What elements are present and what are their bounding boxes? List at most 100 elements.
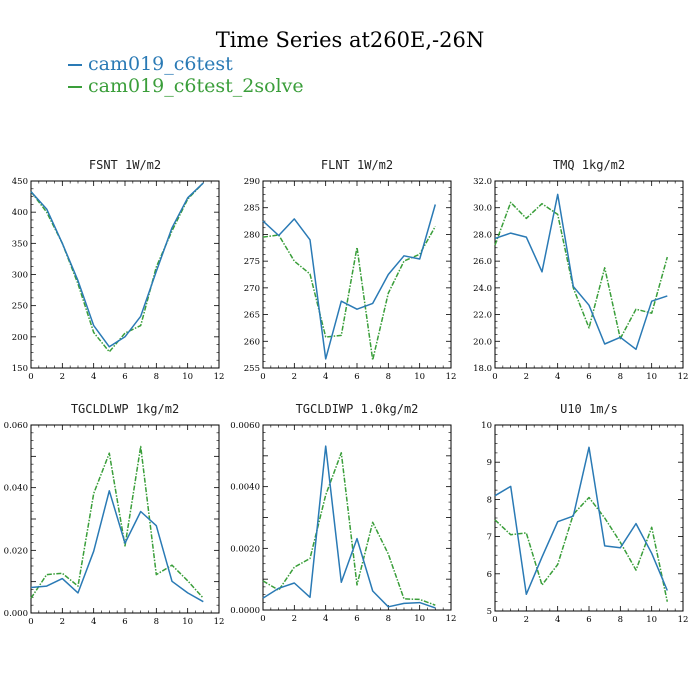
x-tick-label: 4 — [555, 372, 560, 382]
y-tick-label: 18.0 — [473, 364, 492, 374]
panel-0: FSNT 1W/m2 0 2 4 6 8 10 12 150 200 250 300 350 400 450 — [12, 158, 225, 382]
legend-swatch-1 — [68, 86, 82, 88]
y-tick-label: 30.0 — [473, 204, 492, 214]
y-tick-label: 285 — [244, 204, 260, 214]
y-tick-label: 22.0 — [473, 311, 492, 321]
y-tick-label: 260 — [244, 337, 260, 347]
x-tick-label: 6 — [122, 372, 127, 382]
legend-label-0: cam019_c6test — [88, 53, 233, 75]
x-tick-label: 8 — [618, 372, 623, 382]
legend-swatch-0 — [68, 64, 82, 66]
x-tick-label: 0 — [260, 372, 265, 382]
y-tick-label: 6 — [487, 570, 492, 580]
x-tick-label: 0 — [492, 372, 497, 382]
x-tick-label: 8 — [386, 614, 391, 624]
x-tick-label: 4 — [323, 372, 328, 382]
panel-5: U10 1m/s 0 2 4 6 8 10 12 5 6 7 8 9 10 — [481, 402, 688, 625]
y-tick-label: 0.0000 — [230, 606, 260, 616]
panel-title-5: U10 1m/s — [560, 402, 618, 416]
page-title: Time Series at260E,-26N — [215, 28, 485, 52]
y-tick-label: 26.0 — [473, 257, 492, 267]
x-tick-label: 10 — [182, 372, 193, 382]
panel-title-3: TGCLDLWP 1kg/m2 — [71, 402, 179, 416]
y-tick-label: 0.060 — [4, 421, 28, 431]
x-tick-label: 6 — [122, 617, 127, 627]
y-tick-label: 0.0040 — [230, 483, 260, 493]
y-tick-label: 7 — [487, 533, 492, 543]
series-line-cam019-c6test — [262, 204, 437, 360]
legend-item-0: cam019_c6test — [68, 53, 304, 75]
y-tick-label: 0.000 — [4, 609, 28, 619]
x-tick-label: 8 — [154, 617, 159, 627]
x-tick-label: 12 — [214, 372, 225, 382]
x-tick-label: 2 — [524, 372, 529, 382]
x-tick-label: 6 — [354, 372, 359, 382]
y-tick-label: 265 — [244, 311, 260, 321]
y-tick-label: 24.0 — [473, 284, 492, 294]
x-tick-label: 4 — [91, 617, 96, 627]
y-tick-label: 28.0 — [473, 230, 492, 240]
y-tick-label: 275 — [244, 257, 260, 267]
y-tick-label: 350 — [12, 239, 28, 249]
legend: cam019_c6test cam019_c6test_2solve — [68, 53, 304, 97]
x-tick-label: 10 — [414, 372, 425, 382]
y-tick-label: 150 — [12, 364, 28, 374]
plot-frame-1 — [262, 180, 452, 369]
x-tick-label: 6 — [586, 372, 591, 382]
x-tick-label: 2 — [292, 614, 297, 624]
panel-4: TGCLDIWP 1.0kg/m2 0 2 4 6 8 10 12 0.0000 0.0020 0.… — [230, 402, 456, 624]
y-tick-label: 32.0 — [473, 177, 492, 187]
x-tick-label: 4 — [91, 372, 96, 382]
x-tick-label: 12 — [446, 614, 457, 624]
series-line-cam019-c6test — [494, 193, 668, 351]
x-tick-label: 6 — [354, 614, 359, 624]
panel-title-2: TMQ 1kg/m2 — [553, 158, 625, 172]
x-tick-label: 8 — [154, 372, 159, 382]
x-tick-label: 0 — [28, 372, 33, 382]
plot-frame-2 — [494, 180, 684, 369]
x-tick-label: 12 — [214, 617, 225, 627]
plot-frame-5 — [494, 424, 684, 612]
x-tick-label: 8 — [386, 372, 391, 382]
y-tick-label: 9 — [487, 458, 492, 468]
plot-frame-0 — [30, 180, 220, 369]
panel-1: FLNT 1W/m2 0 2 4 6 8 10 12 255 260 265 270 275 280 285… — [244, 158, 457, 382]
x-tick-label: 2 — [60, 372, 65, 382]
x-tick-label: 2 — [292, 372, 297, 382]
y-tick-label: 8 — [487, 495, 492, 505]
y-tick-label: 450 — [12, 177, 28, 187]
series-line-cam019-c6test — [30, 182, 204, 348]
series-line-cam019-c6test — [30, 490, 204, 603]
series-line-cam019-c6test-2solve — [494, 496, 669, 602]
x-tick-label: 2 — [60, 617, 65, 627]
x-tick-label: 10 — [414, 614, 425, 624]
y-tick-label: 290 — [244, 177, 260, 187]
panel-title-4: TGCLDIWP 1.0kg/m2 — [296, 402, 419, 416]
x-tick-label: 12 — [678, 615, 689, 625]
y-tick-label: 270 — [244, 284, 260, 294]
x-tick-label: 0 — [28, 617, 33, 627]
panel-title-0: FSNT 1W/m2 — [89, 158, 161, 172]
x-tick-label: 2 — [524, 615, 529, 625]
panel-2: TMQ 1kg/m2 0 2 4 6 8 10 12 18.0 20.0 22.0 24.0 26.0 2… — [473, 158, 688, 382]
series-line-cam019-c6test-2solve — [262, 452, 436, 606]
y-tick-label: 0.0060 — [230, 421, 260, 431]
x-tick-label: 12 — [446, 372, 457, 382]
y-tick-label: 400 — [12, 208, 28, 218]
x-tick-label: 10 — [646, 372, 657, 382]
y-tick-label: 255 — [244, 364, 260, 374]
y-tick-label: 0.0020 — [230, 544, 260, 554]
x-tick-label: 8 — [618, 615, 623, 625]
legend-label-1: cam019_c6test_2solve — [88, 75, 304, 97]
panel-title-1: FLNT 1W/m2 — [321, 158, 393, 172]
x-tick-label: 12 — [678, 372, 689, 382]
series-line-cam019-c6test-2solve — [30, 445, 204, 599]
x-tick-label: 4 — [555, 615, 560, 625]
series-line-cam019-c6test — [494, 446, 668, 596]
y-tick-label: 5 — [487, 607, 492, 617]
y-tick-label: 20.0 — [473, 337, 492, 347]
series-line-cam019-c6test-2solve — [262, 226, 436, 361]
x-tick-label: 0 — [492, 615, 497, 625]
y-tick-label: 280 — [244, 230, 260, 240]
series-line-cam019-c6test-2solve — [30, 182, 204, 353]
